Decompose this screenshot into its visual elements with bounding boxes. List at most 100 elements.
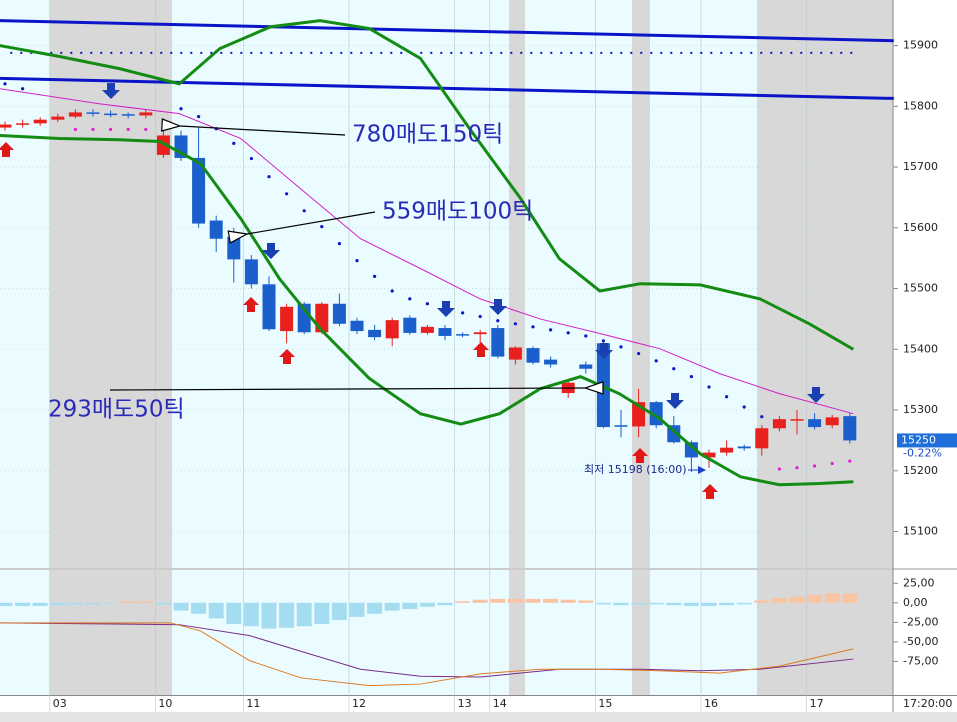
candle-body xyxy=(33,119,47,124)
histogram-bar xyxy=(296,602,312,627)
histogram-bar xyxy=(754,600,770,603)
histogram-bar xyxy=(455,601,471,603)
histogram-bar xyxy=(490,598,506,603)
session-band xyxy=(50,570,172,695)
candle-body xyxy=(808,419,822,428)
histogram-bar xyxy=(560,599,576,603)
candle-body xyxy=(350,320,364,332)
candle-body xyxy=(508,347,522,360)
buy-arrow xyxy=(632,448,648,463)
indicator-dot xyxy=(549,328,553,332)
indicator-line xyxy=(0,133,854,487)
indicator-dot xyxy=(232,141,236,145)
indicator-line xyxy=(0,19,894,43)
scroll-bar[interactable] xyxy=(0,712,957,722)
histogram-bar xyxy=(67,602,83,605)
annotation-arrow xyxy=(180,126,346,136)
sell-arrow xyxy=(595,343,613,359)
indicator-dot xyxy=(373,274,377,279)
annotation: 293매도50틱 xyxy=(48,397,185,423)
candle-body xyxy=(526,348,540,363)
indicator-dot xyxy=(73,127,77,131)
indicator-dot xyxy=(672,367,676,371)
histogram-bar xyxy=(261,602,277,629)
candle-body xyxy=(790,419,804,421)
indicator-dot xyxy=(496,319,500,323)
histogram-bar xyxy=(736,602,752,605)
histogram-bar xyxy=(543,598,559,603)
y-tick-label: -75,00 xyxy=(903,654,938,667)
candle-body xyxy=(315,303,329,333)
y-tick-label: -25,00 xyxy=(903,615,938,628)
candle-body xyxy=(684,442,698,458)
candle-body xyxy=(209,220,223,239)
indicator-dot xyxy=(637,351,641,356)
candle-body xyxy=(544,359,558,365)
indicator-line xyxy=(0,622,854,687)
histogram-bar xyxy=(367,602,383,614)
histogram-bar xyxy=(243,602,259,627)
indicator-dot xyxy=(725,395,729,399)
indicator-dot xyxy=(320,224,324,229)
candle-body xyxy=(121,114,135,116)
time-label: 17:20:00 xyxy=(903,697,952,710)
indicator-dot xyxy=(21,87,25,91)
histogram-bar xyxy=(226,602,242,624)
sell-signals xyxy=(102,83,825,409)
annotation-arrow xyxy=(247,211,376,234)
histogram-bar xyxy=(85,602,101,605)
histogram-bar xyxy=(771,598,787,603)
y-tick-label: 15500 xyxy=(903,282,938,295)
histogram-bar xyxy=(507,598,523,603)
candle-body xyxy=(280,306,294,332)
candle-body xyxy=(51,116,65,120)
x-tick-label: 14 xyxy=(493,697,507,710)
sell-arrow xyxy=(489,299,507,315)
annotation-arrow xyxy=(109,388,585,390)
candle-body xyxy=(192,157,206,224)
candle-body xyxy=(16,123,30,125)
histogram-bar xyxy=(525,598,541,603)
indicator-dot xyxy=(337,242,341,246)
indicator-dot xyxy=(285,192,289,196)
sell-arrow xyxy=(262,243,280,259)
histogram-bar xyxy=(578,600,594,603)
indicator-dot xyxy=(478,314,482,319)
y-tick-label: 15100 xyxy=(903,525,938,538)
candle-body xyxy=(579,364,593,369)
histogram-bar xyxy=(807,595,823,603)
x-tick-label: 15 xyxy=(598,697,612,710)
buy-arrow xyxy=(0,142,14,157)
histogram-bar xyxy=(15,602,31,606)
candle-body xyxy=(262,284,276,330)
histogram-bar xyxy=(138,601,154,603)
histogram-bar xyxy=(648,602,664,605)
histogram-bar xyxy=(314,602,330,624)
histogram-bar xyxy=(173,602,189,611)
sell-arrow xyxy=(437,301,455,317)
indicator-line xyxy=(0,76,894,100)
indicator-dot xyxy=(267,175,271,179)
y-tick-label: 15400 xyxy=(903,342,938,355)
y-tick-label: 15600 xyxy=(903,221,938,234)
indicator-dot xyxy=(91,127,95,131)
candle-body xyxy=(438,328,452,336)
x-tick-label: 17 xyxy=(810,697,824,710)
histogram-bar xyxy=(472,599,488,603)
change-label: -0.22% xyxy=(903,446,942,459)
y-tick-label: 25,00 xyxy=(903,576,935,589)
sell-arrow xyxy=(102,83,120,99)
buy-arrow xyxy=(279,349,295,364)
last-price-box xyxy=(897,433,957,448)
candle-body xyxy=(456,334,470,336)
candle-body xyxy=(843,416,857,441)
candle-body xyxy=(702,452,716,458)
candle-body xyxy=(473,332,487,335)
x-tick-label: 11 xyxy=(246,697,260,710)
sell-arrow xyxy=(666,393,684,409)
indicator-dot xyxy=(813,464,817,468)
candle-body xyxy=(737,446,751,449)
indicator-line xyxy=(0,19,855,351)
x-tick-label: 10 xyxy=(158,697,172,710)
